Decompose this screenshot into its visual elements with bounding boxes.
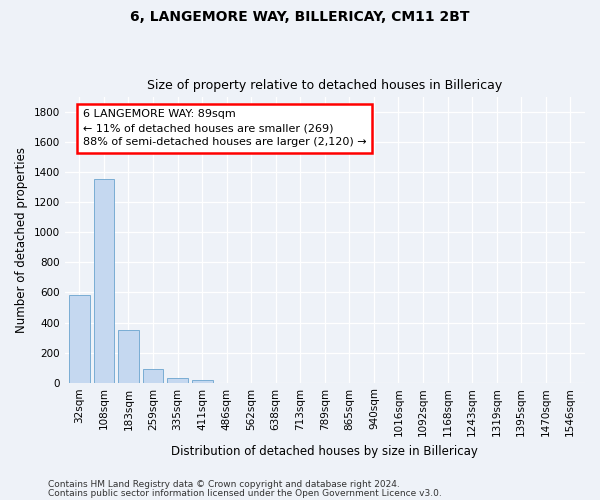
Text: Contains HM Land Registry data © Crown copyright and database right 2024.: Contains HM Land Registry data © Crown c… — [48, 480, 400, 489]
Text: Contains public sector information licensed under the Open Government Licence v3: Contains public sector information licen… — [48, 488, 442, 498]
X-axis label: Distribution of detached houses by size in Billericay: Distribution of detached houses by size … — [172, 444, 478, 458]
Title: Size of property relative to detached houses in Billericay: Size of property relative to detached ho… — [147, 79, 502, 92]
Y-axis label: Number of detached properties: Number of detached properties — [15, 147, 28, 333]
Bar — [167, 378, 188, 382]
Bar — [69, 296, 90, 382]
Bar — [118, 330, 139, 382]
Bar — [143, 369, 163, 382]
Text: 6 LANGEMORE WAY: 89sqm
← 11% of detached houses are smaller (269)
88% of semi-de: 6 LANGEMORE WAY: 89sqm ← 11% of detached… — [83, 110, 366, 148]
Bar — [94, 179, 115, 382]
Bar — [191, 380, 212, 382]
Text: 6, LANGEMORE WAY, BILLERICAY, CM11 2BT: 6, LANGEMORE WAY, BILLERICAY, CM11 2BT — [130, 10, 470, 24]
